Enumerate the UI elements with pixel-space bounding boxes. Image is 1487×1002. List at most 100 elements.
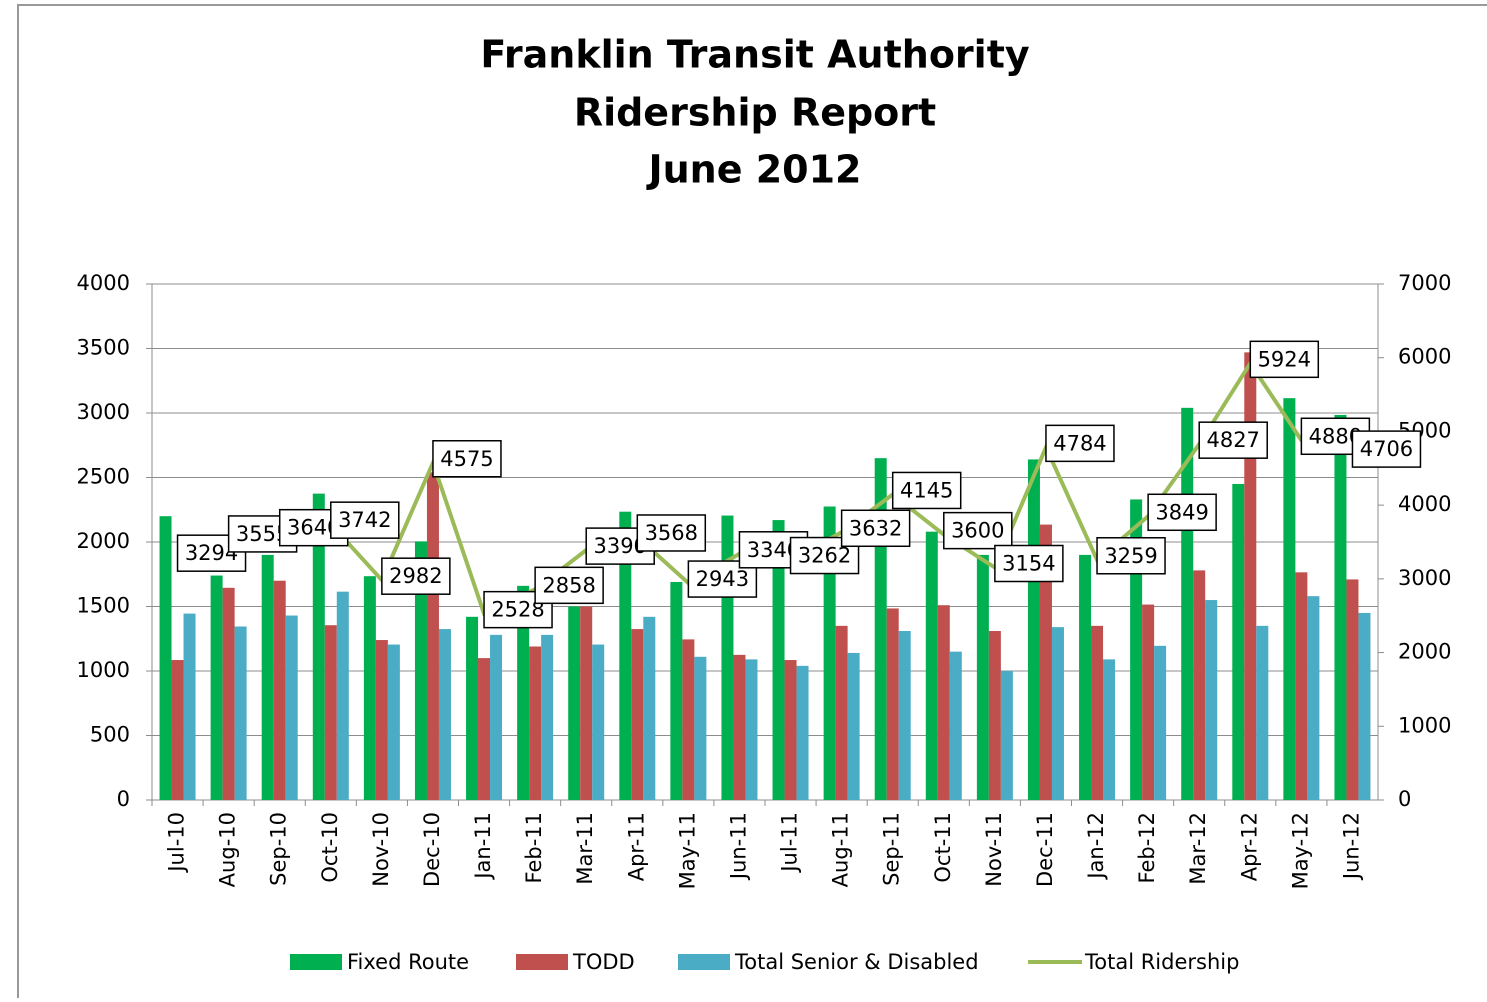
- x-tick-label: Feb-12: [1135, 812, 1159, 883]
- data-label: 2982: [389, 564, 442, 588]
- x-tick-label: Jan-12: [1084, 812, 1108, 881]
- data-label-box: [534, 566, 604, 605]
- bar: [1307, 596, 1320, 800]
- data-label: 3259: [1104, 544, 1157, 568]
- bar: [886, 608, 899, 800]
- bar: [937, 605, 950, 800]
- bar: [733, 654, 746, 800]
- x-tick-label: Jul-10: [165, 812, 189, 874]
- data-label-box: [1198, 421, 1268, 459]
- chart-title: June 2012: [645, 148, 861, 192]
- bar: [1283, 398, 1296, 800]
- line: [176, 359, 1353, 617]
- bar: [363, 576, 376, 800]
- x-tick-label: Jul-11: [778, 812, 802, 874]
- bar: [1205, 600, 1218, 800]
- data-label-box: [943, 511, 1013, 550]
- data-label: 3154: [1002, 552, 1055, 576]
- bar: [988, 631, 1001, 800]
- data-label: 2943: [696, 567, 749, 591]
- y2-tick-label: 3000: [1398, 566, 1451, 590]
- x-tick-label: Aug-11: [829, 812, 853, 887]
- bar: [490, 634, 503, 800]
- bar: [580, 606, 593, 800]
- x-tick-label: Dec-10: [420, 812, 444, 887]
- x-tick-label: Nov-11: [982, 812, 1006, 887]
- bar: [324, 625, 337, 800]
- bar: [874, 458, 887, 800]
- bar: [772, 520, 785, 800]
- chart-title: Franklin Transit Authority: [480, 33, 1030, 77]
- bar: [541, 634, 554, 800]
- bar: [631, 629, 644, 800]
- bar: [1039, 524, 1052, 800]
- bar: [426, 472, 439, 800]
- y2-tick-label: 6000: [1398, 345, 1451, 369]
- bar: [925, 531, 938, 800]
- bar: [159, 516, 172, 800]
- x-tick-label: Nov-10: [369, 812, 393, 887]
- bar: [478, 658, 491, 800]
- bar: [619, 511, 632, 800]
- bar: [592, 644, 605, 800]
- x-tick-label: Sep-10: [267, 812, 291, 886]
- x-tick-label: Dec-11: [1033, 812, 1057, 887]
- bar: [823, 506, 836, 800]
- x-tick-label: Oct-10: [318, 812, 342, 883]
- bar: [898, 631, 911, 800]
- bar: [285, 615, 298, 800]
- bar: [745, 659, 758, 800]
- bar: [670, 581, 683, 800]
- data-label-box: [789, 536, 860, 575]
- bar: [312, 493, 325, 800]
- bar: [1295, 572, 1308, 800]
- data-label: 3742: [338, 508, 391, 532]
- bar: [1346, 579, 1359, 800]
- bar: [234, 626, 247, 800]
- bar: [976, 554, 989, 800]
- x-tick-label: May-11: [675, 812, 699, 889]
- data-label-box: [381, 557, 451, 595]
- x-tick-label: Mar-12: [1186, 812, 1210, 885]
- bar: [222, 587, 235, 800]
- x-tick-label: Jun-12: [1339, 812, 1363, 881]
- data-label: 5924: [1258, 347, 1311, 371]
- x-tick-label: Apr-12: [1237, 812, 1261, 881]
- bar: [466, 616, 479, 800]
- bar: [183, 613, 196, 800]
- x-tick-label: Mar-11: [573, 812, 597, 885]
- bar: [1142, 604, 1155, 800]
- data-label: 4575: [440, 447, 493, 471]
- y-tick-label: 2000: [77, 529, 130, 553]
- data-label-box: [636, 514, 707, 552]
- bar: [1130, 499, 1143, 800]
- data-label: 3262: [798, 544, 851, 568]
- data-label: 3600: [951, 519, 1004, 543]
- x-tick-label: May-12: [1288, 812, 1312, 889]
- chart-title: Ridership Report: [574, 91, 936, 135]
- bar: [694, 656, 707, 800]
- bar: [784, 660, 797, 800]
- bar: [1232, 483, 1245, 800]
- bar: [261, 554, 274, 800]
- bar: [387, 644, 400, 800]
- bar: [682, 639, 695, 800]
- x-tick-label: Jan-11: [471, 812, 495, 881]
- frame: [17, 4, 1487, 1002]
- bar: [414, 541, 427, 800]
- data-label: 2858: [542, 573, 595, 597]
- data-label: 3568: [645, 521, 698, 545]
- bar: [1334, 414, 1347, 800]
- data-label: 4145: [900, 478, 953, 502]
- bar: [336, 591, 349, 800]
- data-label: 3849: [1155, 500, 1208, 524]
- bar: [1193, 570, 1206, 800]
- y2-tick-label: 7000: [1398, 271, 1451, 295]
- data-label-box: [1096, 537, 1166, 575]
- data-label-box: [891, 471, 962, 510]
- data-label-box: [1147, 493, 1217, 532]
- y2-tick-label: 4000: [1398, 492, 1451, 516]
- bar: [517, 585, 530, 800]
- y2-tick-label: 1000: [1398, 713, 1451, 737]
